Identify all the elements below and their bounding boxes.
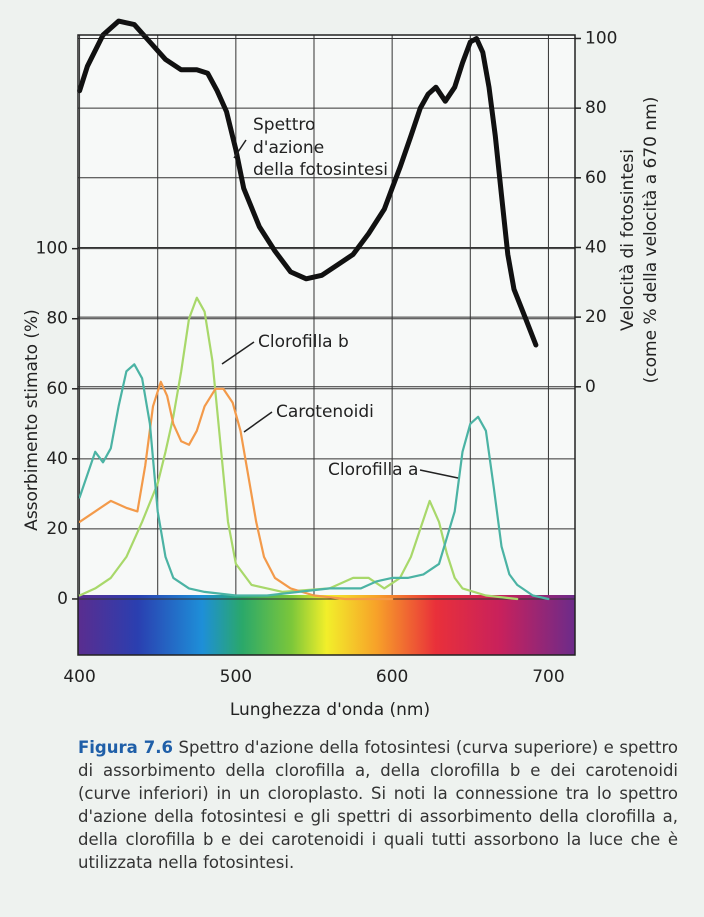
caption: Figura 7.6 Spettro d'azione della fotosi… bbox=[78, 736, 678, 874]
y-axis-label: Assorbimento stimato (%) bbox=[22, 309, 42, 531]
x-tick-label: 600 bbox=[376, 667, 408, 687]
y2-tick-label: 0 bbox=[585, 377, 596, 397]
y-tick-label: 100 bbox=[36, 239, 68, 259]
y2-tick-label: 60 bbox=[585, 168, 607, 188]
series-label: Carotenoidi bbox=[276, 402, 374, 422]
x-axis-label: Lunghezza d'onda (nm) bbox=[230, 700, 430, 720]
y-tick-label: 20 bbox=[46, 519, 68, 539]
plot-area bbox=[78, 35, 575, 655]
x-tick-label: 400 bbox=[63, 667, 95, 687]
series-label: della fotosintesi bbox=[253, 160, 388, 180]
spectrum-bar bbox=[78, 595, 575, 655]
x-tick-label: 500 bbox=[220, 667, 252, 687]
x-tick-label: 700 bbox=[532, 667, 564, 687]
series-line bbox=[78, 380, 394, 601]
y2-tick-label: 20 bbox=[585, 307, 607, 327]
leader-line bbox=[221, 341, 255, 365]
series-label: Clorofilla b bbox=[258, 332, 349, 352]
series-label: d'azione bbox=[253, 138, 324, 158]
series-line bbox=[78, 363, 550, 601]
y-tick-label: 80 bbox=[46, 309, 68, 329]
series-line bbox=[77, 18, 539, 348]
series-label: Clorofilla a bbox=[328, 460, 418, 480]
caption-text: Spettro d'azione della fotosintesi (curv… bbox=[78, 738, 678, 872]
y2-axis-label: Velocità di fotosintesi bbox=[618, 149, 638, 331]
series-label: Spettro bbox=[253, 115, 315, 135]
y2-tick-label: 100 bbox=[585, 28, 617, 48]
series-line bbox=[78, 296, 519, 601]
y2-tick-label: 40 bbox=[585, 237, 607, 257]
y-tick-label: 0 bbox=[57, 589, 68, 609]
leader-line bbox=[243, 411, 273, 433]
caption-label: Figura 7.6 bbox=[78, 738, 173, 757]
leader-line bbox=[419, 469, 459, 479]
y2-tick-label: 80 bbox=[585, 98, 607, 118]
y-tick-label: 40 bbox=[46, 449, 68, 469]
chart: Lunghezza d'onda (nm) Assorbimento stima… bbox=[22, 18, 661, 720]
y-tick-label: 60 bbox=[46, 379, 68, 399]
plot-frame bbox=[77, 34, 576, 656]
leader-line bbox=[233, 139, 247, 159]
y2-axis-label: (come % della velocità a 670 nm) bbox=[641, 97, 661, 384]
